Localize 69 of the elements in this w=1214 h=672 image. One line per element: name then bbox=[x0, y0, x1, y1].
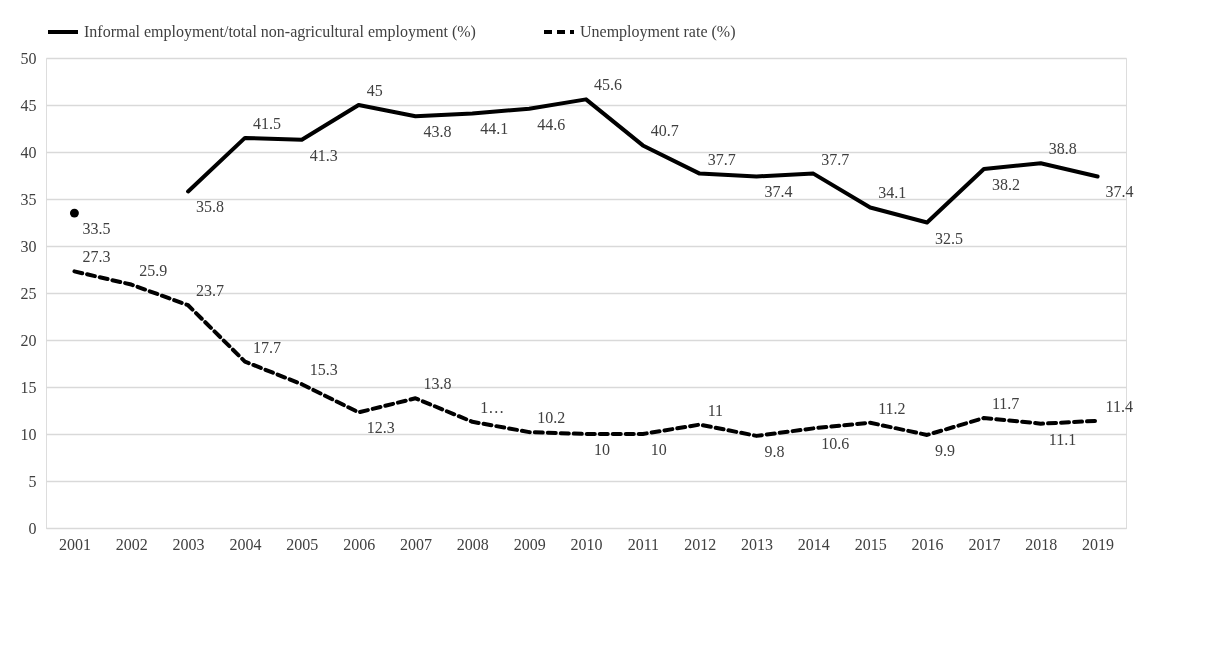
y-tick-label: 40 bbox=[20, 143, 37, 161]
data-label: 37.4 bbox=[1105, 183, 1134, 201]
x-tick-label: 2002 bbox=[115, 535, 148, 553]
x-tick-label: 2007 bbox=[399, 535, 432, 553]
x-tick-label: 2013 bbox=[741, 535, 774, 553]
data-label: 45.6 bbox=[594, 76, 622, 94]
y-tick-label: 45 bbox=[20, 96, 37, 114]
x-tick-label: 2019 bbox=[1082, 535, 1115, 553]
data-label: 11 bbox=[707, 401, 724, 419]
data-label: 41.3 bbox=[309, 146, 338, 164]
y-tick-label: 15 bbox=[20, 378, 37, 396]
data-label: 11.1 bbox=[1048, 430, 1077, 448]
y-tick-label: 30 bbox=[20, 237, 37, 255]
data-label: 38.2 bbox=[991, 175, 1020, 193]
data-label: 40.7 bbox=[650, 122, 679, 140]
data-label: 44.1 bbox=[480, 120, 509, 138]
data-label: 10.2 bbox=[537, 409, 566, 427]
data-label: 9.8 bbox=[764, 442, 785, 460]
x-tick-label: 2017 bbox=[968, 535, 1001, 553]
data-label: 11.4 bbox=[1105, 397, 1133, 415]
x-tick-label: 2011 bbox=[627, 535, 660, 553]
data-label: 11.7 bbox=[991, 395, 1020, 413]
x-tick-label: 2014 bbox=[797, 535, 830, 553]
y-tick-label: 25 bbox=[20, 284, 37, 302]
data-label: 25.9 bbox=[139, 261, 168, 279]
x-tick-label: 2006 bbox=[343, 535, 376, 553]
data-label: 43.8 bbox=[423, 123, 452, 141]
data-label: 10.6 bbox=[821, 435, 850, 453]
y-tick-label: 10 bbox=[20, 425, 37, 443]
data-label: 10 bbox=[650, 441, 667, 458]
legend-label: Unemployment rate (%) bbox=[580, 23, 736, 41]
data-label: 11.2 bbox=[878, 399, 906, 417]
data-label: 37.4 bbox=[764, 183, 793, 201]
data-label: 12.3 bbox=[366, 419, 395, 437]
data-label: 37.7 bbox=[707, 150, 736, 168]
y-tick-label: 5 bbox=[28, 472, 37, 490]
legend-label: Informal employment/total non-agricultural employment (%) bbox=[84, 23, 476, 41]
x-tick-label: 2001 bbox=[58, 535, 91, 553]
x-tick-label: 2005 bbox=[286, 535, 319, 553]
data-label: 32.5 bbox=[935, 229, 964, 247]
x-tick-label: 2015 bbox=[854, 535, 887, 553]
data-label: 38.8 bbox=[1048, 140, 1077, 158]
data-label: 17.7 bbox=[252, 338, 281, 356]
data-label: 23.7 bbox=[196, 282, 225, 300]
data-label: 10 bbox=[594, 441, 610, 458]
data-label: 45 bbox=[366, 82, 383, 99]
x-tick-label: 2009 bbox=[513, 535, 546, 553]
data-label: 9.9 bbox=[935, 441, 956, 459]
data-label: 35.8 bbox=[196, 198, 225, 216]
data-label: 1… bbox=[480, 398, 505, 416]
data-label: 37.7 bbox=[821, 150, 850, 168]
data-label: 13.8 bbox=[423, 375, 452, 393]
x-tick-label: 2010 bbox=[570, 535, 603, 553]
x-tick-label: 2018 bbox=[1025, 535, 1058, 553]
data-label: 27.3 bbox=[82, 248, 111, 266]
data-label: 15.3 bbox=[309, 361, 338, 379]
x-tick-label: 2004 bbox=[229, 535, 262, 553]
data-label: 44.6 bbox=[537, 115, 566, 133]
x-tick-label: 2012 bbox=[684, 535, 717, 553]
data-label: 41.5 bbox=[252, 114, 281, 132]
y-tick-label: 50 bbox=[20, 49, 37, 67]
x-tick-label: 2008 bbox=[456, 535, 489, 553]
y-tick-label: 35 bbox=[20, 190, 37, 208]
data-label: 34.1 bbox=[878, 184, 907, 202]
x-tick-label: 2016 bbox=[911, 535, 944, 553]
y-tick-label: 0 bbox=[28, 519, 37, 537]
data-label: 33.5 bbox=[82, 220, 111, 238]
y-tick-label: 20 bbox=[20, 331, 37, 349]
x-tick-label: 2003 bbox=[172, 535, 205, 553]
